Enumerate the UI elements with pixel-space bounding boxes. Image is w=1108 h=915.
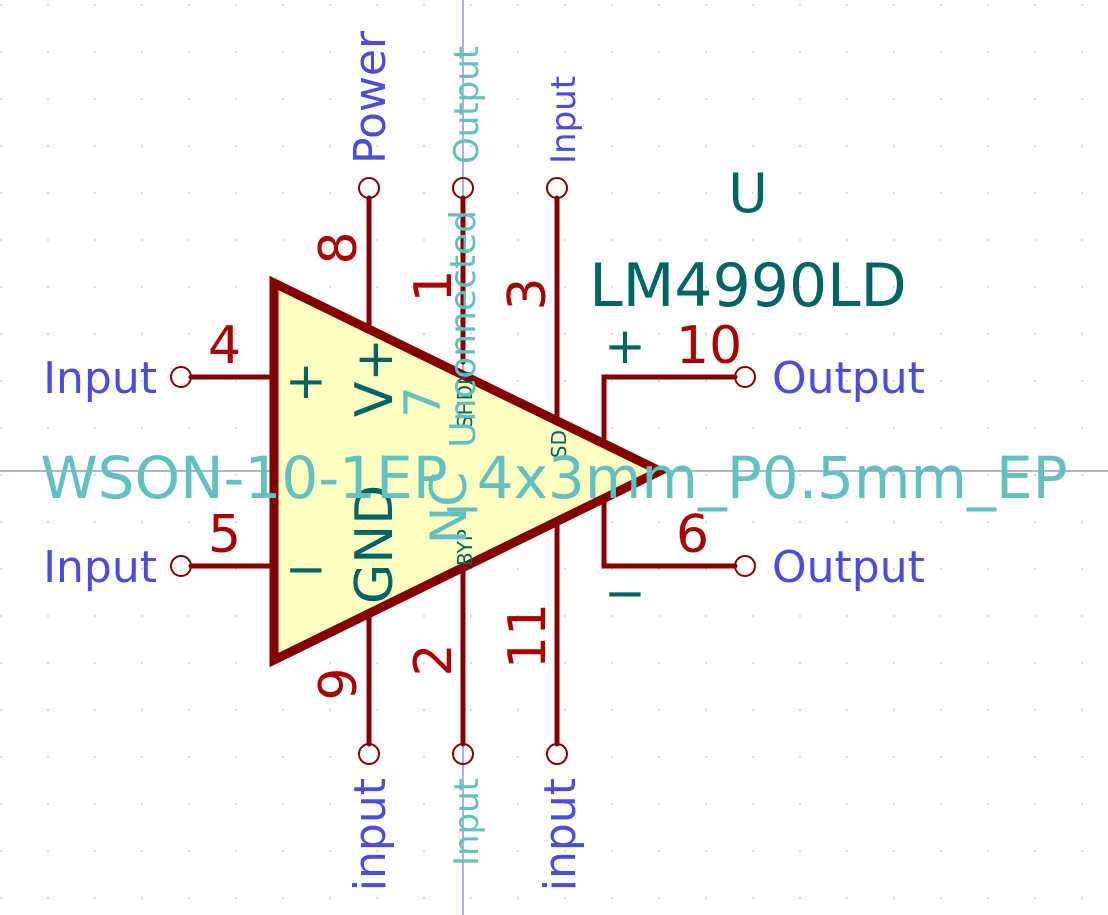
pin-8-endpoint[interactable] [358, 177, 380, 199]
pin-number-8: 8 [309, 231, 369, 264]
pin-number-1: 1 [404, 269, 464, 302]
footprint-field[interactable]: WSON-10-1EP_4x3mm_P0.5mm_EP [40, 444, 1067, 512]
pin-type-3: Input [544, 76, 584, 164]
nc-label: NC [420, 472, 478, 544]
pin-number-4: 4 [208, 316, 241, 376]
reference-field[interactable]: U [728, 162, 768, 225]
pin-4-endpoint[interactable] [170, 366, 192, 388]
shdn-label: SHDN [453, 370, 477, 428]
pin-type-11: input [535, 778, 586, 891]
pin-type-9: input [345, 778, 396, 891]
value-field[interactable]: LM4990LD [589, 251, 907, 321]
pin-number-10: 10 [676, 316, 742, 376]
pin-type-4: Input [43, 353, 157, 404]
pin-number-11: 11 [498, 603, 558, 669]
pin-10-line[interactable] [601, 374, 738, 469]
input-minus-label: − [285, 540, 327, 598]
pin-6-line[interactable] [601, 473, 738, 569]
vplus-label: V+ [345, 338, 405, 417]
input-plus-label: + [285, 352, 327, 410]
pin-10-endpoint[interactable] [734, 366, 756, 388]
pin-number-2: 2 [404, 643, 464, 676]
pin-type-5: Input [43, 542, 157, 593]
pin-type-2: Input [447, 778, 487, 866]
pin-type-8: Power [345, 30, 396, 164]
pin-3-endpoint[interactable] [546, 177, 568, 199]
output-plus-label: + [604, 317, 646, 375]
output-minus-label: − [604, 564, 646, 622]
bypass-label: BYP [453, 529, 477, 566]
pin-number-5: 5 [208, 505, 241, 565]
amplifier-triangle-body[interactable] [269, 275, 671, 668]
pin-number-3: 3 [498, 277, 558, 310]
pin-number-9: 9 [309, 667, 369, 700]
pin-number-7: 7 [394, 386, 452, 418]
pin-type-1: Output [447, 46, 487, 164]
pin-number-6: 6 [676, 505, 709, 565]
pin-type-7: Unconnected [443, 210, 484, 448]
pin-type-10: Output [772, 353, 925, 404]
pin-6-endpoint[interactable] [734, 555, 756, 577]
pin-11-endpoint[interactable] [546, 743, 568, 765]
sd-label: SD [547, 430, 571, 458]
pin-type-6: Output [772, 542, 925, 593]
pin-5-endpoint[interactable] [170, 555, 192, 577]
pin-1-endpoint[interactable] [452, 177, 474, 199]
gnd-label: GND [345, 485, 405, 604]
pin-2-endpoint[interactable] [452, 743, 474, 765]
pin-9-endpoint[interactable] [358, 743, 380, 765]
